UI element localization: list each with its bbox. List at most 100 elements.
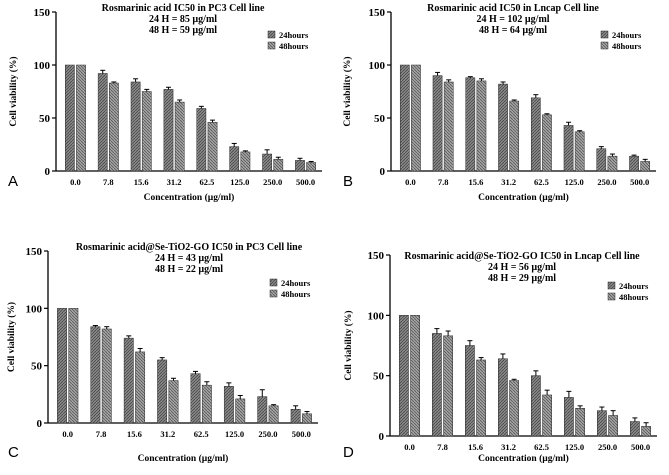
bar-24hours-62.5 <box>530 97 541 172</box>
bar-48hours-31.2 <box>168 380 179 424</box>
y-tick-label: 150 <box>26 246 43 258</box>
y-tick-label: 150 <box>34 7 51 19</box>
bar-24hours-500.0 <box>629 155 639 172</box>
bar-24hours-250.0 <box>597 410 607 437</box>
chart-panel-c: 0 50 100 150 0.0 7.8 15.6 31.2 62.5 125.0 250.0 500… <box>6 242 318 464</box>
bar-24hours-0.0 <box>64 64 75 172</box>
ic50-line: 48 H = 59 µg/ml <box>149 25 217 36</box>
y-tick-label: 100 <box>34 60 51 72</box>
bar-48hours-250.0 <box>608 415 618 437</box>
bar-24hours-125.0 <box>564 397 574 437</box>
chart-title: Rosmarinic acid IC50 in PC3 Cell line <box>102 3 265 14</box>
bar-48hours-7.8 <box>101 328 112 424</box>
bar-24hours-500.0 <box>290 408 301 424</box>
y-tick-label: 150 <box>368 250 385 262</box>
y-axis-label: Cell viability (%) <box>6 302 17 372</box>
x-tick-label: 0.0 <box>62 429 73 439</box>
legend-label-24hours: 24hours <box>619 281 649 291</box>
chart-title: Rosmarinic acid IC50 in Lncap Cell line <box>427 3 599 14</box>
x-tick-label: 0.0 <box>404 442 415 452</box>
x-tick-label: 500.0 <box>631 442 650 452</box>
x-tick-label: 250.0 <box>258 429 277 439</box>
y-axis-label: Cell viability (%) <box>8 56 19 126</box>
x-tick-label: 15.6 <box>468 442 483 452</box>
bar-48hours-15.6 <box>141 91 152 172</box>
x-tick-label: 7.8 <box>437 442 448 452</box>
x-tick-label: 62.5 <box>534 177 549 187</box>
x-tick-label: 500.0 <box>296 177 315 187</box>
x-tick-label: 7.8 <box>438 177 449 187</box>
bar-24hours-125.0 <box>563 125 574 172</box>
y-tick-label: 50 <box>31 361 43 373</box>
bar-24hours-31.2 <box>157 359 168 424</box>
x-tick-label: 31.2 <box>501 442 516 452</box>
bar-24hours-0.0 <box>399 64 410 172</box>
bar-24hours-31.2 <box>498 83 508 172</box>
bar-24hours-0.0 <box>57 308 67 424</box>
legend-swatch-48hours <box>600 41 609 50</box>
x-tick-label: 7.8 <box>103 177 114 187</box>
bar-48hours-500.0 <box>302 413 312 424</box>
y-axis-label: Cell viability (%) <box>343 310 354 380</box>
panel-letter: D <box>343 444 354 461</box>
bar-48hours-7.8 <box>443 81 454 172</box>
ic50-line: 24 H = 85 µg/ml <box>149 14 217 25</box>
bar-48hours-0.0 <box>68 308 79 424</box>
x-tick-label: 7.8 <box>96 429 107 439</box>
panel-letter: B <box>343 173 353 190</box>
bar-48hours-0.0 <box>410 315 420 437</box>
legend-label-48hours: 48hours <box>281 289 311 299</box>
y-axis-label: Cell viability (%) <box>342 56 353 126</box>
legend-swatch-24hours <box>607 281 616 290</box>
legend-swatch-48hours <box>269 289 278 298</box>
x-tick-label: 0.0 <box>70 177 81 187</box>
bar-48hours-250.0 <box>273 159 284 172</box>
x-axis-label: Concentration (µg/ml) <box>138 453 229 464</box>
bar-24hours-500.0 <box>295 160 305 172</box>
x-axis-label: Concentration (µg/ml) <box>478 192 569 203</box>
bar-24hours-0.0 <box>399 315 409 437</box>
y-tick-label: 100 <box>26 303 43 315</box>
bar-24hours-250.0 <box>262 153 272 172</box>
x-tick-label: 62.5 <box>534 442 549 452</box>
bar-24hours-125.0 <box>229 146 240 172</box>
legend-label-48hours: 48hours <box>619 292 649 302</box>
bar-48hours-250.0 <box>268 405 279 424</box>
bar-48hours-62.5 <box>542 114 552 172</box>
bar-24hours-7.8 <box>432 333 442 437</box>
y-tick-label: 50 <box>39 113 51 125</box>
bar-48hours-15.6 <box>135 351 146 424</box>
panel-letter: C <box>8 444 19 461</box>
ic50-line: 24 H = 102 µg/ml <box>476 14 549 25</box>
bar-24hours-250.0 <box>596 148 607 172</box>
legend-label-24hours: 24hours <box>612 30 642 40</box>
bar-24hours-7.8 <box>97 73 108 172</box>
x-tick-label: 125.0 <box>230 177 249 187</box>
y-tick-label: 0 <box>379 431 385 443</box>
chart-title: Rosmarinic acid@Se-TiO2-GO IC50 in PC3 C… <box>76 242 303 253</box>
bar-24hours-15.6 <box>123 337 134 424</box>
bar-48hours-62.5 <box>207 121 218 172</box>
bar-48hours-15.6 <box>476 359 486 437</box>
bar-24hours-7.8 <box>90 326 101 424</box>
x-tick-label: 15.6 <box>127 429 142 439</box>
ic50-line: 24 H = 56 µg/ml <box>488 262 556 273</box>
bar-48hours-250.0 <box>607 155 618 172</box>
y-tick-label: 50 <box>374 113 386 125</box>
bar-48hours-31.2 <box>509 380 519 437</box>
bar-24hours-125.0 <box>223 386 234 424</box>
bar-24hours-15.6 <box>465 345 475 437</box>
bar-24hours-31.2 <box>498 358 508 437</box>
bar-48hours-125.0 <box>574 131 585 172</box>
legend-swatch-48hours <box>267 41 276 50</box>
bar-48hours-125.0 <box>235 398 246 424</box>
x-tick-label: 62.5 <box>200 177 215 187</box>
bar-24hours-7.8 <box>432 75 443 172</box>
bar-48hours-62.5 <box>542 394 552 437</box>
x-tick-label: 125.0 <box>565 177 584 187</box>
x-tick-label: 62.5 <box>194 429 209 439</box>
x-tick-label: 500.0 <box>630 177 649 187</box>
ic50-line: 48 H = 29 µg/ml <box>488 273 556 284</box>
bar-48hours-7.8 <box>109 82 119 172</box>
